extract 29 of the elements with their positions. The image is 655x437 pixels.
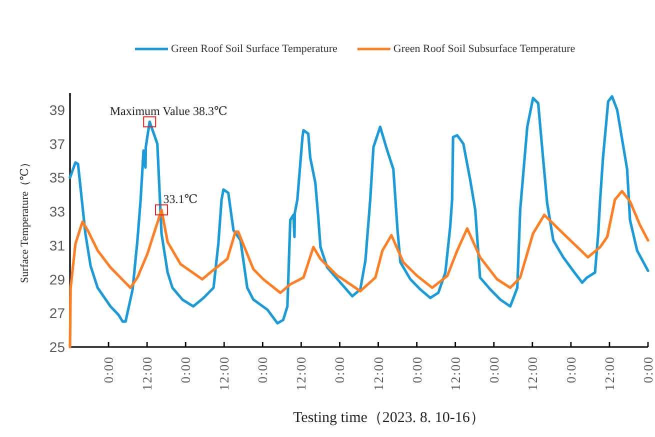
y-tick-label: 39 bbox=[49, 102, 66, 118]
x-tick-label: 0:00 bbox=[409, 356, 424, 384]
y-tick-label: 29 bbox=[49, 271, 66, 288]
legend-label: Green Roof Soil Surface Temperature bbox=[171, 43, 338, 55]
y-tick-label: 37 bbox=[49, 136, 66, 152]
x-tick-label: 0:00 bbox=[178, 356, 194, 384]
x-tick-label: 0:00 bbox=[486, 356, 502, 384]
y-tick-label: 31 bbox=[49, 237, 66, 254]
y-tick-label: 27 bbox=[49, 305, 66, 322]
x-tick-label: 12:00 bbox=[216, 356, 232, 391]
annotation: 33.1℃ bbox=[163, 192, 198, 206]
x-tick-label: 12:00 bbox=[370, 356, 386, 391]
x-tick-label: 12:00 bbox=[602, 356, 617, 391]
x-tick-label: 0:00 bbox=[255, 356, 270, 384]
x-axis-title: Testing time（2023. 8. 10-16） bbox=[293, 410, 485, 426]
y-tick-label: 33 bbox=[49, 204, 66, 220]
x-tick-label: 12:00 bbox=[448, 356, 463, 391]
y-tick-label: 35 bbox=[49, 170, 66, 186]
x-tick-label: 0:00 bbox=[101, 356, 116, 384]
legend-label: Green Roof Soil Subsurface Temperature bbox=[393, 43, 576, 55]
x-tick-label: 12:00 bbox=[524, 356, 540, 391]
x-tick-label: 0:00 bbox=[332, 356, 348, 384]
annotation: Maximum Value 38.3℃ bbox=[110, 104, 228, 118]
y-axis-title: Surface Temperature（℃） bbox=[19, 157, 31, 283]
x-tick-label: 12:00 bbox=[294, 356, 309, 391]
x-tick-label: 12:00 bbox=[140, 356, 155, 391]
x-tick-label: 0:00 bbox=[563, 356, 578, 384]
x-tick-label: 0:00 bbox=[640, 356, 655, 384]
y-tick-label: 25 bbox=[49, 339, 66, 355]
